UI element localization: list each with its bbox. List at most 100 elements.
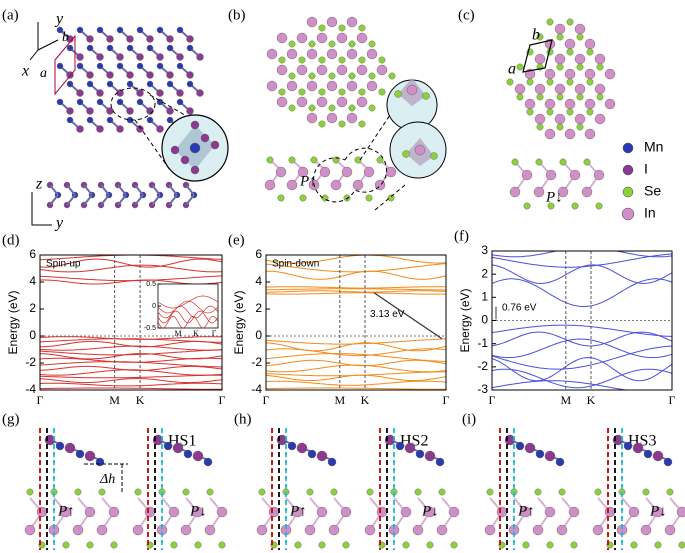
atom — [286, 179, 298, 191]
k-label: K — [361, 393, 370, 407]
inset-k-label: M — [174, 329, 181, 338]
atom — [176, 62, 184, 70]
atom — [256, 524, 268, 536]
atom — [533, 186, 545, 198]
atom — [286, 48, 298, 60]
atom — [95, 457, 105, 467]
k-label: Γ — [669, 393, 676, 407]
atom — [336, 96, 348, 108]
atom — [24, 524, 36, 536]
atom — [426, 541, 434, 549]
atom — [376, 64, 388, 76]
atom — [378, 56, 386, 64]
atom — [556, 93, 564, 101]
atom — [84, 450, 96, 462]
atom — [338, 120, 346, 128]
atom — [166, 107, 174, 115]
atom — [156, 26, 164, 34]
inset-band — [157, 295, 219, 309]
polarization: P↑ — [57, 503, 75, 519]
atom — [308, 40, 316, 48]
atom — [96, 26, 104, 34]
atom — [166, 35, 174, 43]
bond — [168, 184, 178, 196]
label: z — [35, 176, 43, 193]
bond — [83, 184, 93, 196]
label: P↑ — [299, 173, 317, 189]
atom — [156, 53, 164, 61]
atom — [596, 63, 604, 71]
atom — [604, 506, 616, 518]
atom — [86, 116, 94, 124]
bond — [117, 194, 127, 206]
atom — [506, 78, 514, 86]
y-axis-label: Energy (eV) — [232, 290, 246, 354]
atom — [210, 140, 220, 150]
legend-label: Se — [644, 183, 661, 199]
atom — [652, 506, 664, 518]
atom — [126, 44, 134, 52]
atom — [346, 16, 358, 28]
y-tick-label: 0 — [29, 328, 36, 342]
atom — [268, 506, 280, 518]
atom — [544, 98, 556, 110]
atom — [200, 133, 210, 143]
atom — [586, 78, 594, 86]
atom — [86, 44, 94, 52]
bond — [168, 194, 178, 206]
band-line — [492, 253, 672, 268]
atom — [304, 524, 316, 536]
atom — [96, 98, 104, 106]
atom — [642, 488, 650, 496]
atom — [62, 541, 70, 549]
atom — [356, 96, 368, 108]
inset-band — [157, 305, 219, 319]
band-line — [266, 338, 446, 345]
label: y — [54, 215, 64, 232]
atom — [546, 108, 554, 116]
label: b — [532, 27, 540, 44]
atom — [196, 89, 204, 97]
legend-label: Mn — [644, 139, 663, 155]
atom — [319, 166, 331, 178]
atom — [76, 125, 84, 133]
atom — [574, 53, 586, 65]
atom — [146, 35, 154, 43]
atom — [306, 112, 318, 124]
atom — [596, 93, 604, 101]
legend-marker — [622, 164, 634, 176]
atom — [376, 506, 388, 518]
atom — [297, 166, 309, 178]
atom — [640, 524, 652, 536]
y-tick-label: 4 — [255, 274, 262, 288]
bond — [49, 194, 59, 206]
frame — [491, 250, 673, 391]
atom — [358, 120, 366, 128]
atom — [266, 80, 278, 92]
band-line — [40, 353, 222, 360]
k-label: K — [587, 393, 596, 407]
atom — [86, 35, 94, 43]
atom — [556, 123, 564, 131]
bond — [100, 194, 110, 206]
atom — [288, 72, 296, 80]
band-line — [40, 340, 222, 348]
atom — [430, 152, 438, 160]
atom — [566, 108, 574, 116]
atom — [436, 524, 448, 536]
atom — [564, 68, 576, 80]
atom — [678, 541, 685, 549]
atom — [486, 488, 494, 496]
band-line — [492, 251, 672, 258]
bond — [151, 194, 161, 206]
atom — [566, 78, 574, 86]
y-tick-label: 6 — [29, 247, 36, 261]
bands — [492, 251, 672, 390]
atom — [412, 524, 424, 536]
atom — [546, 18, 554, 26]
atom — [632, 442, 644, 454]
zoom — [313, 147, 387, 203]
atom — [535, 449, 545, 459]
atom — [544, 450, 556, 462]
atom — [318, 120, 326, 128]
